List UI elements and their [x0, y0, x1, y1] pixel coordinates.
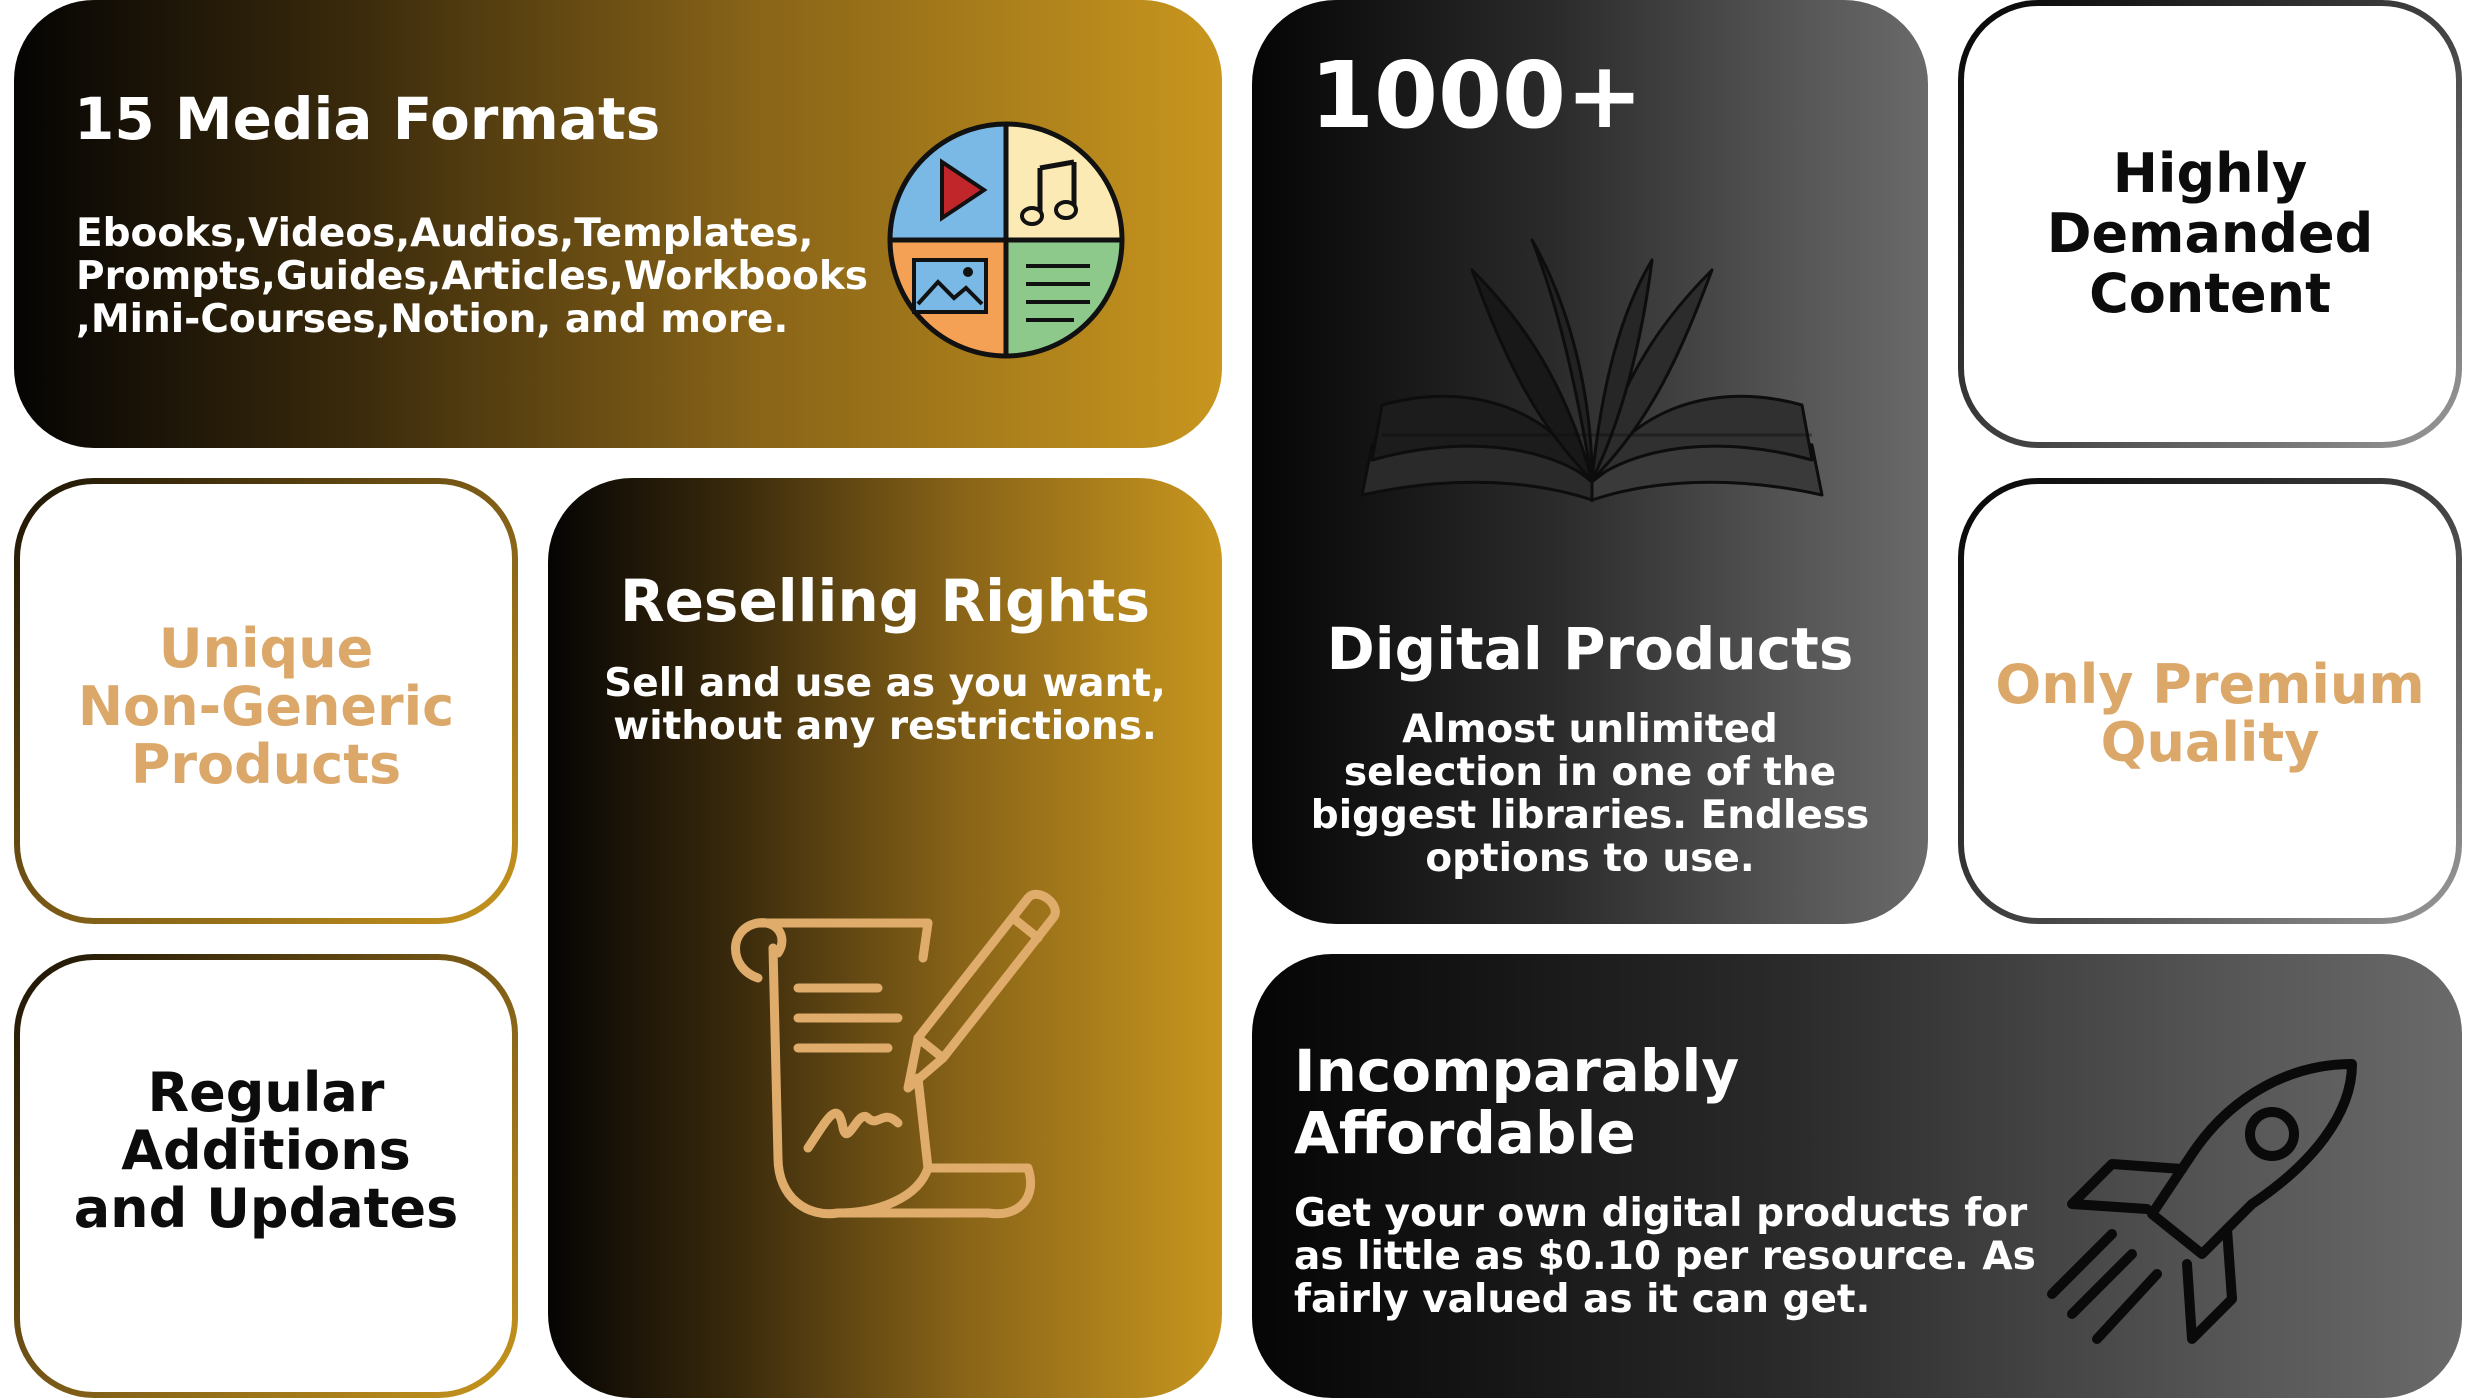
premium-quality-card: Only Premium Quality [1958, 478, 2462, 924]
media-formats-description: Ebooks,Videos,Audios,Templates, Prompts,… [76, 211, 869, 342]
reselling-rights-title: Reselling Rights [619, 567, 1151, 635]
open-book-icon [1360, 238, 1824, 502]
digital-products-count: 1000+ [1310, 42, 1644, 149]
media-formats-card: 15 Media Formats Ebooks,Videos,Audios,Te… [14, 0, 1222, 448]
reselling-rights-description: Sell and use as you want, without any re… [604, 661, 1166, 749]
affordable-title: Incomparably Affordable [1294, 1037, 1740, 1167]
signed-scroll-pen-icon [731, 889, 1060, 1219]
rocket-icon [2047, 1059, 2357, 1344]
premium-quality-text: Only Premium Quality [1995, 653, 2425, 774]
media-formats-title: 15 Media Formats [74, 85, 661, 153]
media-formats-circle-icon [887, 121, 1125, 359]
digital-products-description: Almost unlimited selection in one of the… [1310, 707, 1870, 881]
unique-products-text: Unique Non-Generic Products [77, 617, 455, 796]
highly-demanded-card: Highly Demanded Content [1958, 0, 2462, 448]
regular-additions-card: Regular Additions and Updates [14, 954, 518, 1398]
digital-products-card: 1000+ Digital Products Almost unlimited … [1252, 0, 1928, 924]
unique-products-card: Unique Non-Generic Products [14, 478, 518, 924]
affordable-card: Incomparably Affordable Get your own dig… [1252, 954, 2462, 1398]
affordable-description: Get your own digital products for as lit… [1294, 1191, 2036, 1322]
reselling-rights-card: Reselling Rights Sell and use as you wan… [548, 478, 1222, 1398]
digital-products-title: Digital Products [1326, 615, 1854, 683]
highly-demanded-text: Highly Demanded Content [2046, 142, 2374, 325]
regular-additions-text: Regular Additions and Updates [73, 1061, 459, 1240]
